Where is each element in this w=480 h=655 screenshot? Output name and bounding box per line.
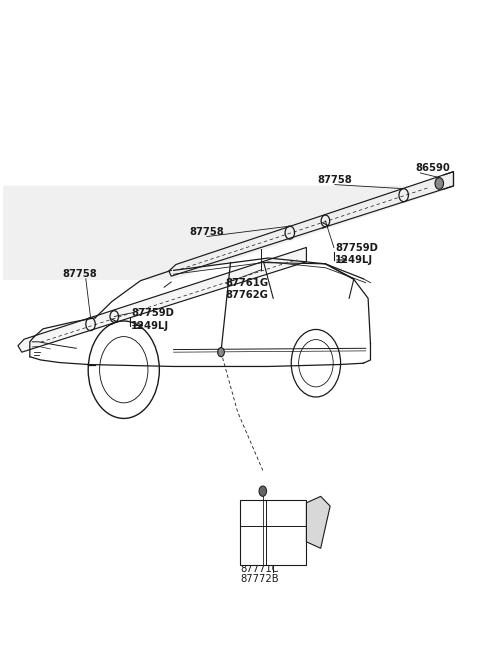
Text: 87772B: 87772B <box>240 574 279 584</box>
Circle shape <box>259 486 266 496</box>
Text: 1249LJ: 1249LJ <box>335 255 373 265</box>
Text: 86590: 86590 <box>416 163 450 173</box>
Polygon shape <box>240 500 306 565</box>
Text: 1249LJ: 1249LJ <box>131 320 169 331</box>
Text: 87756S: 87756S <box>265 529 304 539</box>
Polygon shape <box>18 248 306 352</box>
Text: 87771C: 87771C <box>240 564 279 574</box>
Circle shape <box>218 348 224 357</box>
Text: 12431: 12431 <box>259 519 290 529</box>
Text: 87761G: 87761G <box>226 278 269 288</box>
Text: 87759D: 87759D <box>335 242 378 253</box>
Text: 87758: 87758 <box>317 175 352 185</box>
Polygon shape <box>169 172 454 276</box>
Text: 87762G: 87762G <box>226 290 269 300</box>
Text: 87758: 87758 <box>62 269 97 279</box>
Text: 87758: 87758 <box>190 227 224 236</box>
Circle shape <box>435 178 444 189</box>
Text: 87759D: 87759D <box>131 309 174 318</box>
Polygon shape <box>306 496 330 548</box>
